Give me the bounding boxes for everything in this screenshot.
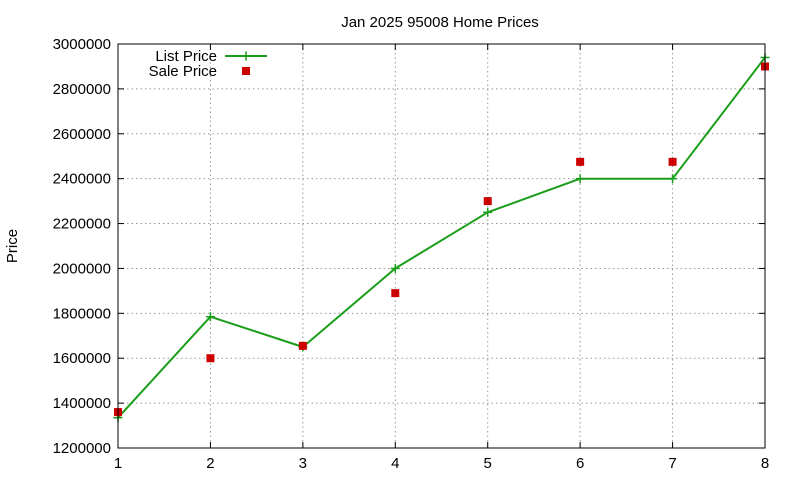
data-point-list-price <box>483 207 493 217</box>
x-tick-label: 3 <box>299 455 307 472</box>
data-point-list-price <box>668 174 678 184</box>
x-tick-label: 8 <box>761 455 769 472</box>
legend-marker-list-price <box>241 51 251 61</box>
data-point-sale-price <box>576 157 585 166</box>
data-point-sale-price <box>668 157 677 166</box>
y-tick-label: 1400000 <box>53 395 111 412</box>
x-tick-label: 2 <box>206 455 214 472</box>
y-tick-label: 3000000 <box>53 36 111 53</box>
series-line-list-price <box>117 56 766 419</box>
data-point-list-price <box>205 312 215 322</box>
x-tick-label: 1 <box>114 455 122 472</box>
data-point-sale-price <box>206 354 215 363</box>
legend-marker-sale-price <box>242 67 250 75</box>
data-point-list-price <box>575 174 585 184</box>
y-tick-label: 2600000 <box>53 126 111 143</box>
y-tick-label: 2400000 <box>53 171 111 188</box>
data-point-list-price <box>390 263 400 273</box>
grid <box>118 44 765 448</box>
y-tick-label: 1800000 <box>53 305 111 322</box>
x-tick-label: 7 <box>668 455 676 472</box>
y-tick-label: 1200000 <box>53 440 111 457</box>
plot-border <box>117 43 766 449</box>
x-tick-label: 4 <box>391 455 399 472</box>
data-point-sale-price <box>298 341 307 350</box>
y-axis: 1200000 1400000 1600000 1800000 2000000 22000… <box>53 36 765 457</box>
series-layer <box>113 52 770 423</box>
x-tick-label: 5 <box>484 455 492 472</box>
x-axis: 1 2 3 4 5 6 7 8 <box>114 44 769 472</box>
y-tick-label: 2000000 <box>53 260 111 277</box>
y-tick-label: 2200000 <box>53 216 111 233</box>
y-axis-label: Price <box>4 229 21 263</box>
data-point-sale-price <box>391 289 400 298</box>
legend-label: Sale Price <box>149 63 217 80</box>
legend-label: List Price <box>155 48 217 65</box>
y-tick-label: 1600000 <box>53 350 111 367</box>
x-tick-label: 6 <box>576 455 584 472</box>
chart-title: Jan 2025 95008 Home Prices <box>341 14 539 31</box>
data-point-sale-price <box>483 197 492 206</box>
y-tick-label: 2800000 <box>53 81 111 98</box>
